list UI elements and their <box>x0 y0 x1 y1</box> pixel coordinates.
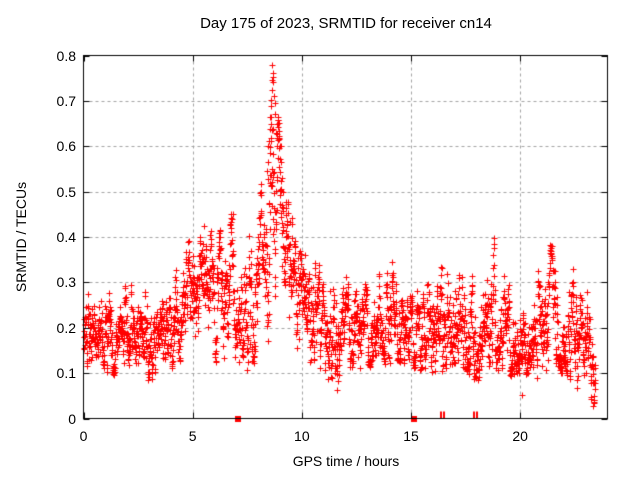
y-tick-label: 0.8 <box>56 47 76 64</box>
x-tick-label: 15 <box>403 428 419 444</box>
x-axis-label: GPS time / hours <box>292 453 400 469</box>
y-tick-label: 0.1 <box>56 365 76 382</box>
x-tick-label: 5 <box>188 428 197 444</box>
x-tick-label: 0 <box>79 428 88 444</box>
x-tick-label: 10 <box>294 428 310 444</box>
y-tick-label: 0.7 <box>56 92 76 109</box>
y-tick-label: 0.5 <box>56 183 76 200</box>
x-tick-label: 20 <box>512 428 528 444</box>
y-tick-label: 0.3 <box>56 274 76 291</box>
y-tick-label: 0.6 <box>56 138 76 155</box>
y-tick-label: 0.4 <box>56 229 76 245</box>
y-tick-label: 0 <box>68 410 76 427</box>
chart-title: Day 175 of 2023, SRMTID for receiver cn1… <box>200 15 492 32</box>
y-tick-label: 0.2 <box>56 319 76 336</box>
